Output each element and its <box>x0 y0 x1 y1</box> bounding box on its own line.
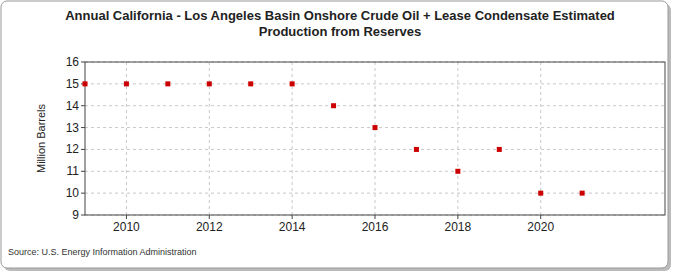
chart: Annual California - Los Angeles Basin On… <box>0 0 675 275</box>
point <box>331 103 336 108</box>
tick <box>81 171 85 172</box>
point <box>248 81 253 86</box>
point <box>165 81 170 86</box>
title-line: Annual California - Los Angeles Basin On… <box>65 8 615 23</box>
y-tick-label: 15 <box>66 77 80 91</box>
point <box>580 191 585 196</box>
point <box>373 125 378 130</box>
tick <box>81 215 85 216</box>
y-tick-label: 16 <box>66 55 80 69</box>
point <box>124 81 129 86</box>
point <box>455 169 460 174</box>
x-tick-label: 2018 <box>445 220 472 234</box>
tick <box>540 215 541 219</box>
source: Source: U.S. Energy Information Administ… <box>8 247 197 257</box>
tick <box>81 62 85 63</box>
tick <box>81 127 85 128</box>
tick <box>292 215 293 219</box>
frame <box>1 1 668 268</box>
tick <box>81 105 85 106</box>
point <box>290 81 295 86</box>
tick <box>375 215 376 219</box>
point <box>414 147 419 152</box>
grid-line <box>85 83 665 84</box>
marks <box>83 81 585 195</box>
title: Annual California - Los Angeles Basin On… <box>65 8 615 39</box>
y-tick-label: 11 <box>67 164 80 178</box>
y-axis-label: Million Barrels <box>35 103 47 173</box>
point <box>497 147 502 152</box>
tick <box>81 149 85 150</box>
tick <box>209 215 210 219</box>
grid-line <box>375 62 376 215</box>
tick <box>81 193 85 194</box>
x-tick-label: 2016 <box>362 220 389 234</box>
grid-line <box>85 193 665 194</box>
x-tick-label: 2010 <box>113 220 140 234</box>
tick <box>126 215 127 219</box>
grid-line <box>85 149 665 150</box>
x-tick-label: 2012 <box>196 220 223 234</box>
title-line: Production from Reserves <box>259 24 422 39</box>
x-tick-label: 2020 <box>527 220 554 234</box>
y-tick-label: 13 <box>66 121 80 135</box>
point <box>207 81 212 86</box>
point <box>83 81 88 86</box>
y-tick-label: 9 <box>72 208 79 222</box>
y-tick-label: 12 <box>66 142 80 156</box>
y-tick-label: 14 <box>66 99 80 113</box>
x-tick-label: 2014 <box>279 220 306 234</box>
grid-line <box>457 62 458 215</box>
plot-border <box>85 62 665 215</box>
point <box>538 191 543 196</box>
plot-area <box>85 62 665 215</box>
tick <box>457 215 458 219</box>
y-tick-label: 10 <box>66 186 80 200</box>
